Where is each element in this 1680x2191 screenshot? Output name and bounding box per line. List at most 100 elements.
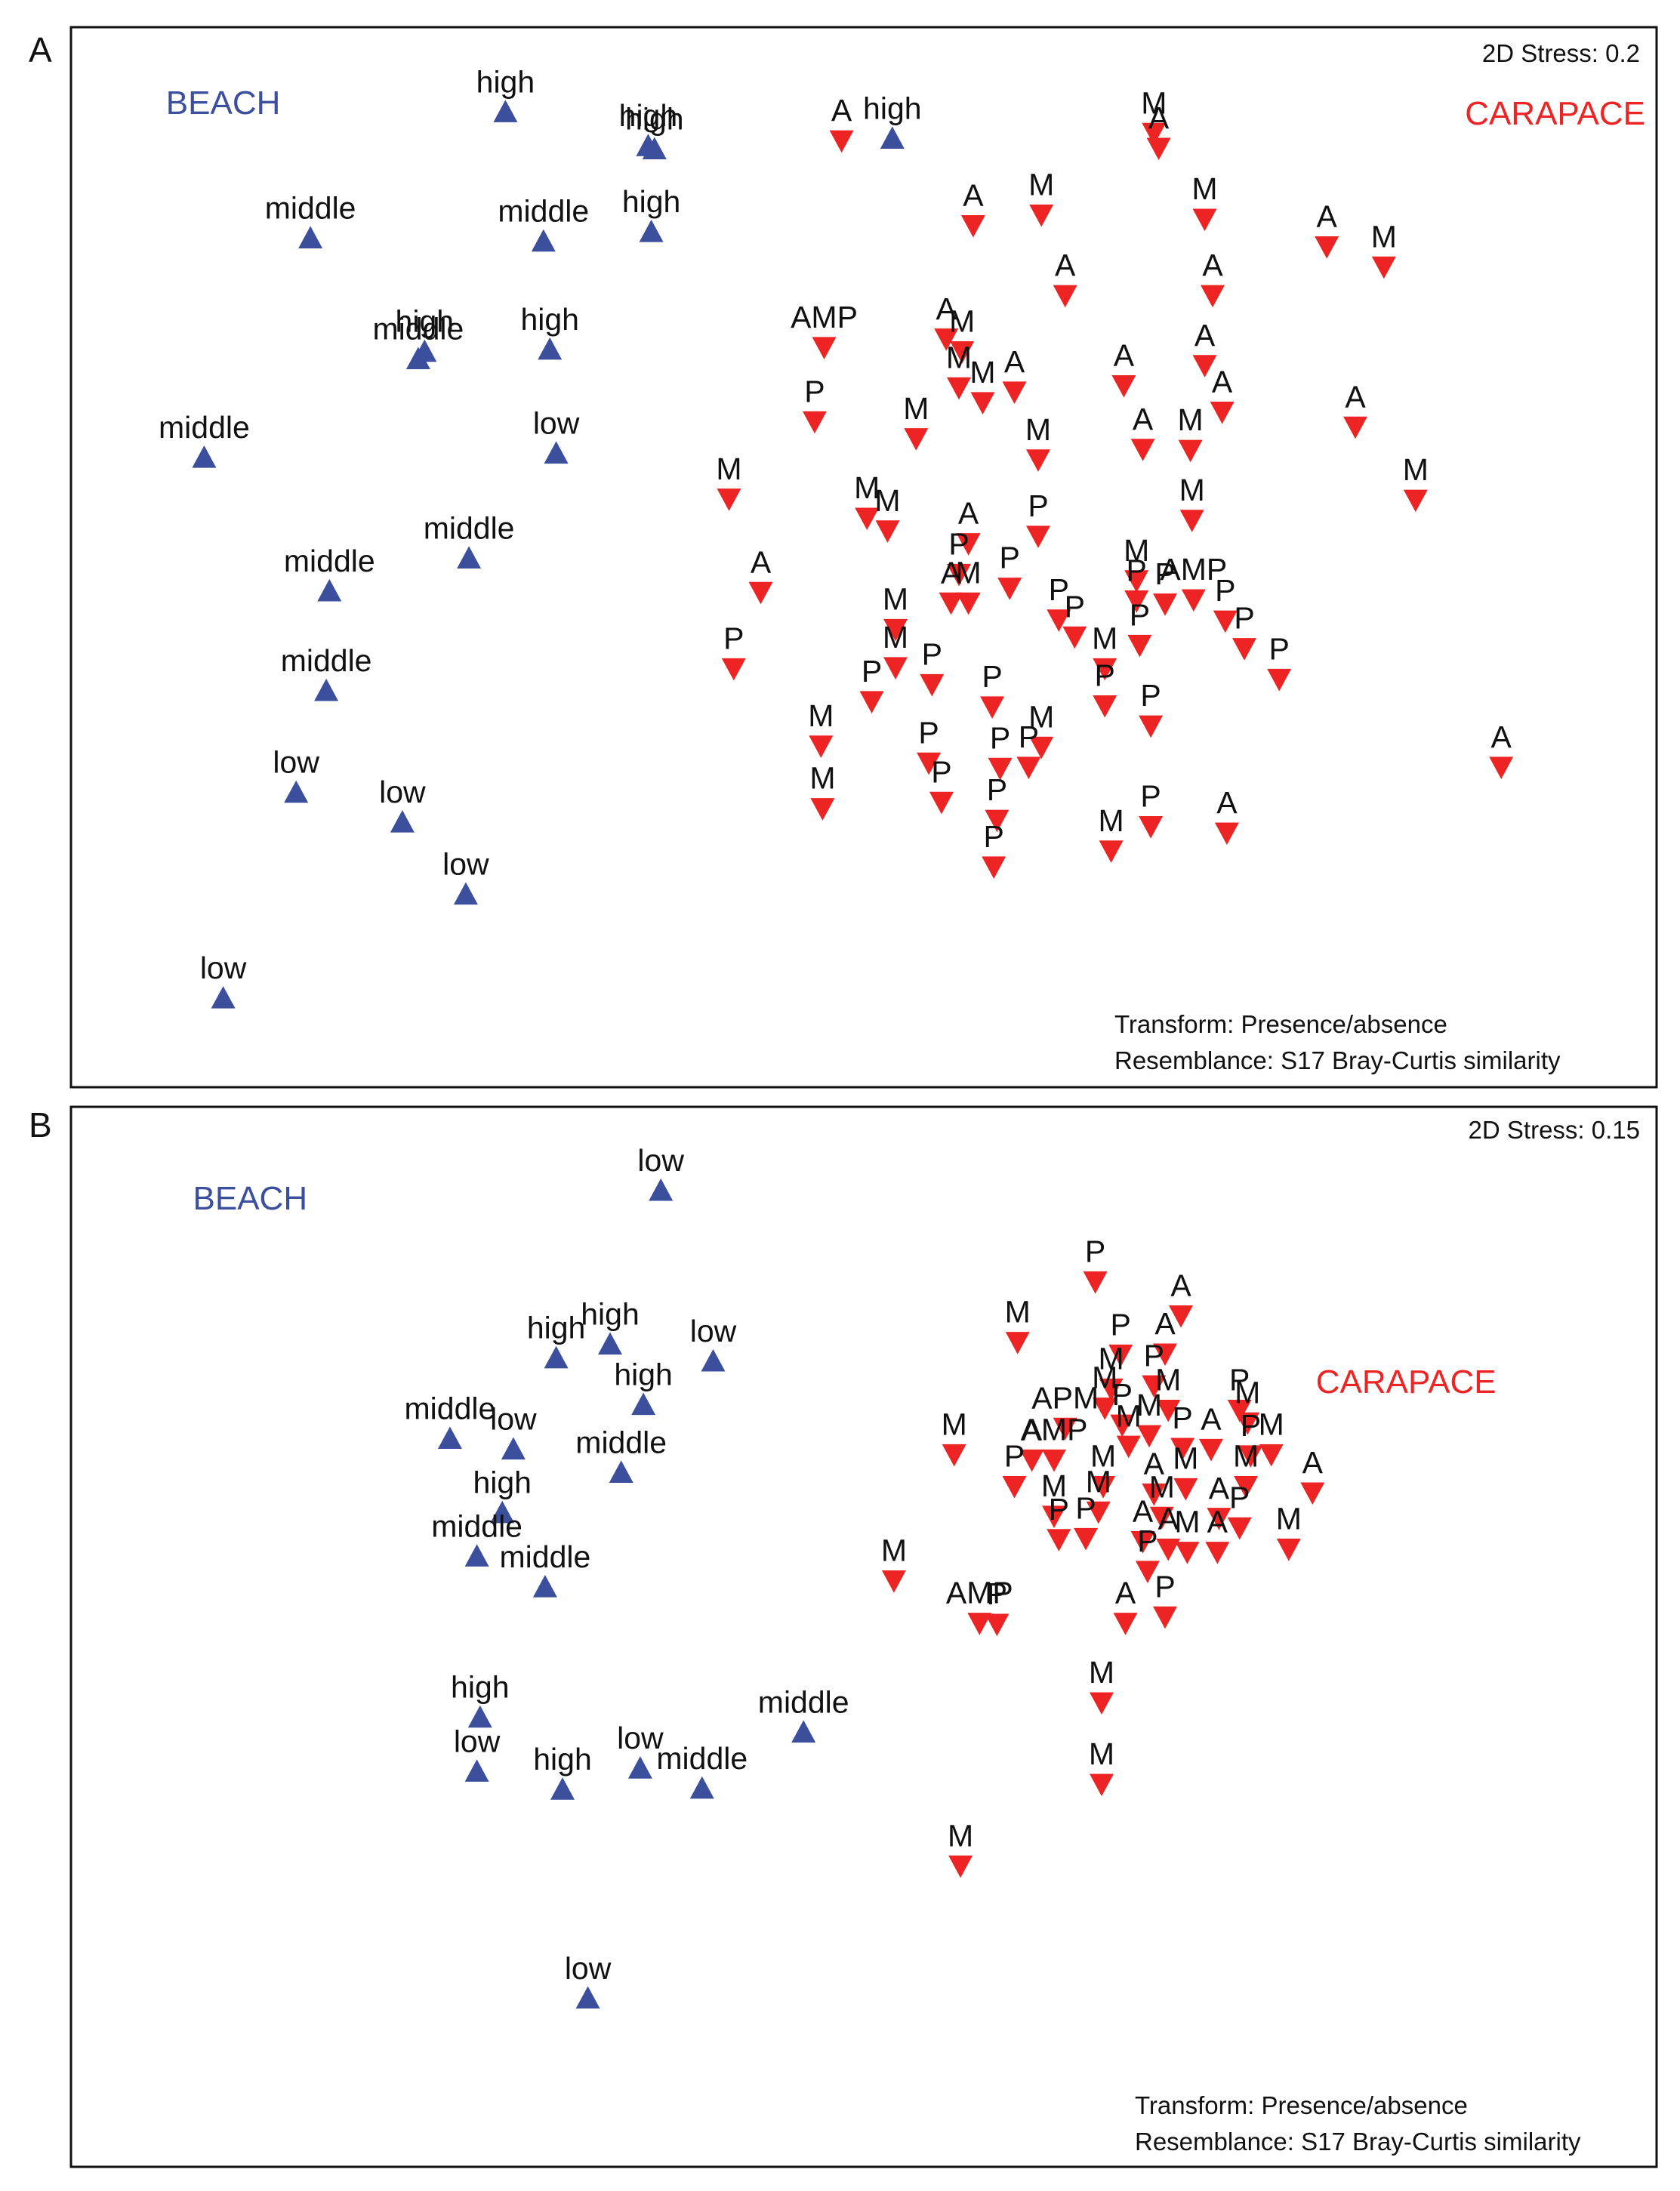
panel-a-carapace-point-47	[1232, 638, 1256, 661]
panel-b-carapace-point-26	[1234, 1476, 1259, 1499]
panel-a-carapace-point-label-2: A	[1148, 100, 1170, 135]
panel-b-carapace-point-1	[1169, 1305, 1193, 1328]
panel-a-carapace-point-28	[875, 520, 900, 543]
panel-a-carapace-point-24	[1026, 449, 1050, 472]
panel-b-carapace-point-label-6: P	[1144, 1338, 1164, 1373]
panel-a-carapace-point-label-57: A	[1491, 720, 1512, 754]
panel-b-beach-point-label-6: low	[490, 1401, 537, 1436]
panel-a-stress: 2D Stress: 0.2	[1482, 39, 1640, 67]
panel-b-carapace-point-15	[1019, 1449, 1044, 1472]
panel-b-carapace-point-11	[1053, 1417, 1077, 1441]
panel-a-carapace-point-label-42: M	[883, 581, 908, 616]
panel-b-beach-point-label-4: high	[614, 1357, 673, 1392]
panel-b-carapace-point-37	[1276, 1538, 1301, 1561]
panel-a-carapace-point-label-39: P	[1154, 556, 1175, 591]
panel-b-carapace-point-46	[1090, 1692, 1114, 1715]
panel-a-carapace-point-label-19: A	[1212, 365, 1233, 399]
panel-b-carapace-point-label-43: P	[987, 1576, 1007, 1611]
panel-a-carapace-point-34	[1124, 570, 1149, 593]
panel-b-carapace-point-label-48: M	[948, 1818, 973, 1853]
panel-b-beach-point-5	[437, 1426, 462, 1450]
panel-b-carapace-point-0	[1083, 1271, 1108, 1294]
panel-b-carapace-point-10	[1235, 1412, 1260, 1435]
panel-a-carapace-point-label-41: P	[1049, 572, 1069, 607]
panel-a-carapace-point-label-58: M	[1028, 699, 1054, 734]
panel-a-carapace-point-label-63: M	[809, 761, 835, 796]
panel-b-carapace-point-6	[1142, 1375, 1167, 1398]
panel-b-beach-point-2	[544, 1345, 569, 1369]
panel-a-beach-point-label-3: middle	[265, 190, 356, 225]
panel-b-carapace-point-20	[1238, 1445, 1263, 1468]
panel-a-beach-point-label-8: high	[520, 302, 579, 337]
panel-b-beach-point-label-12: low	[454, 1724, 501, 1758]
panel-a-carapace-point-label-68: P	[984, 819, 1004, 854]
panel-a-carapace-point-label-10: A	[936, 291, 957, 326]
panel-a: A 2D Stress: 0.2 Transform: Presence/abs…	[29, 26, 1658, 1089]
panel-a-carapace-point-30	[1026, 525, 1050, 548]
panel-b-carapace-point-label-18: P	[1172, 1401, 1192, 1435]
panel-b-transform: Transform: Presence/absence	[1135, 2091, 1468, 2119]
panel-a-carapace-point-59	[917, 752, 942, 775]
panel-a-carapace-point-40	[1181, 589, 1206, 612]
panel-a-beach-point-label-16: low	[442, 846, 489, 881]
panel-b-carapace-point-38	[1175, 1542, 1200, 1564]
panel-a-carapace-point-49	[1093, 658, 1117, 681]
panel-a-carapace-point-26	[1403, 489, 1428, 513]
panel-a-carapace-point-2	[1146, 137, 1171, 161]
panel-b-carapace-point-label-41: M	[881, 1533, 907, 1568]
panel-b-beach-point-label-0: low	[637, 1143, 684, 1178]
panel-b-beach-point-label-2: high	[527, 1311, 586, 1345]
panel-b-carapace-point-16	[1042, 1449, 1066, 1472]
panel-b-beach-point-1	[598, 1332, 622, 1355]
panel-b-carapace-point-label-39: A	[1207, 1505, 1228, 1539]
panel-a-carapace-point-4	[1029, 204, 1054, 227]
panel-b-beach-point-label-15: middle	[656, 1741, 748, 1776]
panel-a-carapace-point-46	[1062, 626, 1087, 649]
panel-b-carapace-point-label-25: M	[1173, 1441, 1198, 1475]
panel-b-carapace-point-label-10: M	[1235, 1375, 1260, 1410]
panel-a-carapace-point-label-49: M	[1092, 621, 1117, 655]
panel-a-beach-point-7	[405, 347, 430, 370]
panel-b-carapace-point-4	[1153, 1343, 1177, 1367]
panel-a-carapace-point-45	[883, 657, 908, 680]
panel-a-carapace-point-label-66: A	[1216, 785, 1238, 820]
panel-a-carapace-point-label-32: P	[948, 526, 969, 561]
panel-a-carapace-point-12	[812, 337, 837, 360]
panel-a-beach-point-label-12: middle	[284, 544, 375, 578]
panel-a-carapace-point-5	[1192, 208, 1217, 232]
panel-b-carapace-point-43	[985, 1613, 1010, 1637]
panel-b-carapace-point-label-47: M	[1089, 1736, 1114, 1771]
panel-b-carapace-point-label-2: M	[1005, 1295, 1031, 1330]
panel-b-carapace-point-30	[1149, 1506, 1174, 1530]
panel-a-beach-point-2	[642, 137, 667, 160]
panel-a-carapace-point-17	[1111, 374, 1136, 398]
panel-b-beach-point-4	[631, 1392, 656, 1416]
panel-a-carapace-point-label-5: M	[1191, 171, 1217, 206]
panel-a-carapace-point-label-18: A	[1345, 379, 1366, 414]
panel-b-beach-point-12	[464, 1759, 489, 1782]
panel-b-carapace-point-22	[1002, 1476, 1027, 1499]
panel-b-resemblance: Resemblance: S17 Bray-Curtis similarity	[1135, 2128, 1581, 2156]
panel-a-beach-point-13	[314, 678, 339, 701]
panel-a-carapace-point-label-65: P	[1140, 779, 1161, 814]
panel-b-beach-point-9	[464, 1544, 489, 1567]
panel-b-carapace-point-2	[1005, 1332, 1030, 1354]
panel-a-carapace-point-29	[1179, 510, 1204, 532]
panel-b-beach-point-8	[490, 1500, 515, 1524]
panel-a-carapace-point-label-45: M	[883, 620, 908, 655]
panel-a-carapace-point-15	[1002, 381, 1027, 404]
panel-a-beach-point-9	[192, 445, 217, 468]
panel-a-carapace-point-68	[982, 856, 1006, 879]
panel-a-beach-point-label-13: middle	[281, 643, 372, 678]
panel-a-beach-point-0	[493, 100, 518, 122]
panel-a-carapace-point-label-37: M	[956, 555, 982, 590]
panel-b-carapace-point-label-23: M	[1090, 1439, 1116, 1474]
panel-b-beach-point-label-11: high	[451, 1670, 510, 1705]
panel-b-carapace-point-label-13: M	[1136, 1388, 1162, 1422]
panel-b-carapace-point-21	[1259, 1444, 1284, 1467]
panel-b-carapace-point-label-9: P	[1229, 1363, 1250, 1397]
panel-b-carapace-point-28	[1042, 1505, 1066, 1528]
panel-a-beach-point-label-2: high	[625, 101, 684, 136]
